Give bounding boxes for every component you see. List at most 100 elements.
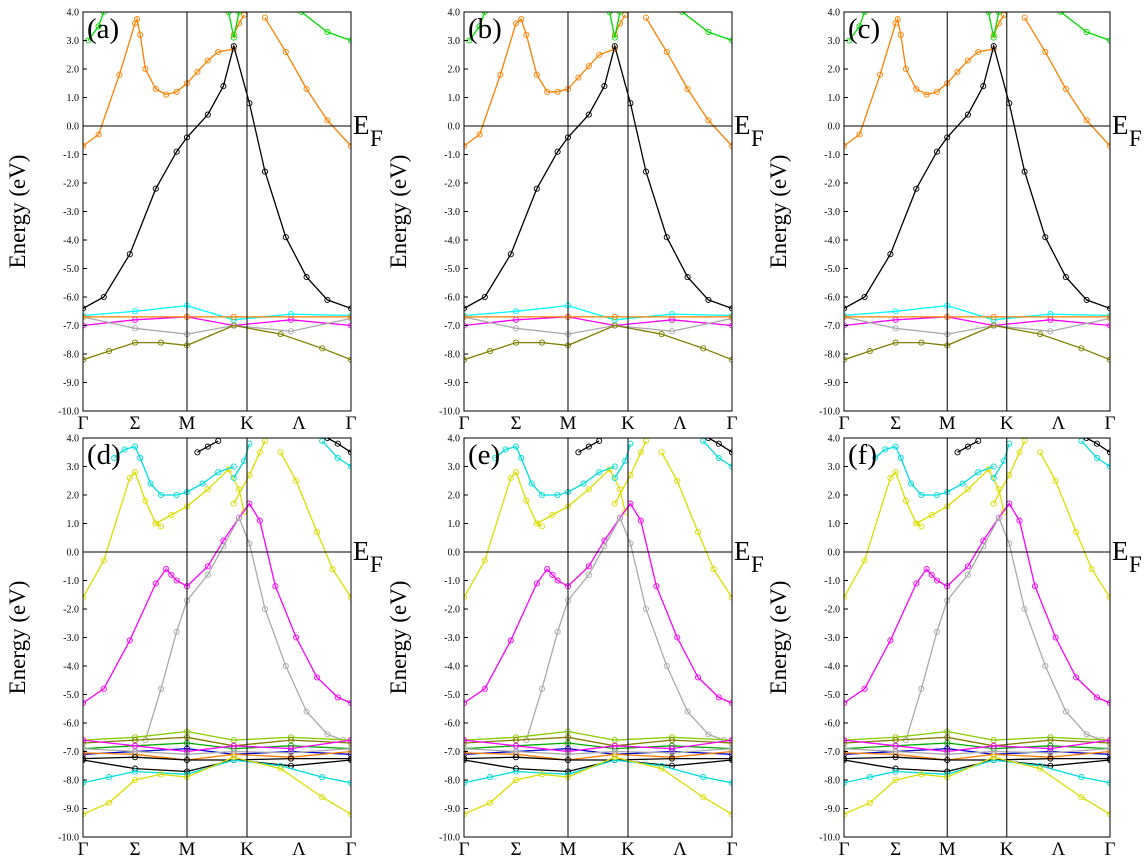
band-point bbox=[964, 571, 971, 578]
panel-label: (a) bbox=[87, 13, 119, 45]
band-line bbox=[848, 12, 866, 41]
band-point bbox=[1106, 748, 1110, 755]
band-point bbox=[523, 497, 530, 504]
band-line bbox=[83, 470, 162, 598]
x-tick-label: K bbox=[621, 839, 635, 859]
y-axis-label: Energy (eV) bbox=[386, 155, 411, 269]
band-point bbox=[908, 480, 915, 487]
band-line bbox=[645, 17, 732, 147]
y-tick-label: -7.0 bbox=[444, 321, 460, 332]
band-point bbox=[464, 779, 468, 786]
band-point bbox=[215, 48, 222, 55]
y-tick-label: -8.0 bbox=[63, 350, 79, 361]
y-axis-label: Energy (eV) bbox=[5, 155, 30, 269]
band-point bbox=[100, 557, 107, 564]
y-tick-label: 1.0 bbox=[828, 519, 841, 530]
y-tick-label: -10.0 bbox=[819, 833, 840, 844]
band-point bbox=[230, 742, 237, 749]
band-point bbox=[861, 557, 868, 564]
y-tick-label: -1.0 bbox=[63, 150, 79, 161]
y-tick-label: 1.0 bbox=[448, 93, 461, 104]
y-tick-label: -5.0 bbox=[444, 264, 460, 275]
band-line bbox=[682, 12, 732, 42]
band-point bbox=[663, 234, 670, 241]
y-tick-label: -1.0 bbox=[444, 150, 460, 161]
band-point bbox=[1106, 356, 1110, 363]
band-point bbox=[668, 328, 676, 335]
band-point bbox=[954, 68, 961, 75]
x-tick-label: Γ bbox=[727, 839, 738, 859]
y-tick-label: -7.0 bbox=[63, 321, 79, 332]
y-tick-label: 0.0 bbox=[67, 122, 80, 133]
y-tick-label: -9.0 bbox=[444, 804, 460, 815]
band-point bbox=[1106, 305, 1110, 312]
band-point bbox=[235, 12, 243, 16]
band-point bbox=[512, 754, 520, 761]
x-tick-label: Σ bbox=[129, 839, 140, 859]
band-line bbox=[844, 742, 1110, 750]
band-point bbox=[705, 28, 712, 36]
band-point bbox=[866, 799, 873, 806]
band-point bbox=[1021, 168, 1028, 175]
band-point bbox=[131, 443, 139, 450]
band-point bbox=[990, 474, 997, 481]
band-point bbox=[668, 737, 676, 744]
x-tick-label: Σ bbox=[890, 413, 901, 434]
band-point bbox=[1083, 438, 1090, 442]
band-point bbox=[512, 742, 520, 749]
y-axis-label: Energy (eV) bbox=[766, 581, 791, 695]
y-tick-label: 3.0 bbox=[828, 36, 841, 47]
y-tick-label: 4.0 bbox=[828, 8, 841, 19]
y-tick-label: -3.0 bbox=[63, 207, 79, 218]
band-point bbox=[1031, 583, 1039, 590]
band-point bbox=[700, 345, 707, 352]
band-point bbox=[464, 756, 468, 764]
band-line bbox=[1060, 12, 1110, 42]
y-tick-label: -9.0 bbox=[63, 378, 79, 389]
y-tick-label: -6.0 bbox=[444, 293, 460, 304]
band-point bbox=[168, 511, 175, 519]
band-line bbox=[83, 739, 351, 753]
band-point bbox=[131, 339, 139, 346]
band-line bbox=[844, 316, 1110, 335]
band-point bbox=[715, 440, 722, 447]
y-tick-label: 3.0 bbox=[67, 36, 80, 47]
band-line bbox=[844, 470, 922, 598]
band-point bbox=[512, 469, 520, 476]
band-point bbox=[230, 34, 237, 41]
band-line bbox=[321, 440, 351, 468]
band-point bbox=[549, 571, 556, 578]
band-point bbox=[486, 799, 494, 806]
band-point bbox=[287, 737, 295, 744]
band-point bbox=[1021, 14, 1028, 21]
fermi-label-subscript: F bbox=[1129, 126, 1142, 151]
band-point bbox=[1057, 12, 1064, 16]
band-line bbox=[233, 440, 266, 504]
band-point bbox=[100, 12, 107, 16]
y-tick-label: 2.0 bbox=[67, 65, 80, 76]
y-tick-label: -10.0 bbox=[819, 407, 840, 418]
band-point bbox=[512, 748, 520, 755]
band-line bbox=[614, 443, 632, 479]
band-point bbox=[913, 520, 920, 527]
band-point bbox=[538, 523, 546, 530]
band-line bbox=[915, 468, 1005, 525]
band-point bbox=[538, 771, 546, 778]
band-point bbox=[596, 438, 603, 444]
band-point bbox=[975, 469, 982, 476]
band-point bbox=[533, 520, 540, 527]
panel-e: 4.0 3.0 2.0 1.0 0.0 -1.0 -2.0 -3.0 -4.0 -5.0 -6.0 -… bbox=[386, 434, 764, 859]
band-point bbox=[277, 765, 284, 772]
band-point bbox=[518, 16, 525, 23]
y-tick-label: -6.0 bbox=[444, 719, 460, 730]
band-point bbox=[220, 543, 227, 550]
band-line bbox=[113, 445, 235, 496]
band-point bbox=[334, 440, 341, 447]
band-point bbox=[892, 325, 899, 332]
band-point bbox=[230, 463, 237, 470]
band-point bbox=[464, 305, 468, 312]
x-tick-label: Γ bbox=[1105, 839, 1116, 859]
band-point bbox=[1021, 605, 1028, 613]
band-line bbox=[264, 17, 351, 147]
band-point bbox=[964, 57, 971, 64]
